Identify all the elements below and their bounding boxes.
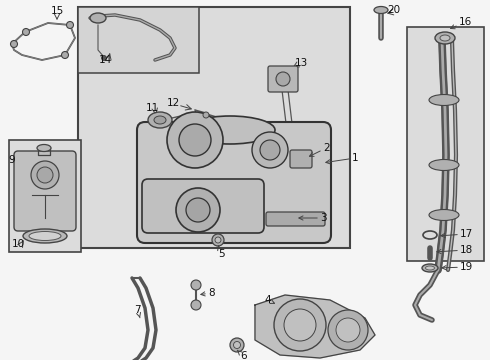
Ellipse shape xyxy=(90,13,106,23)
Circle shape xyxy=(62,51,69,58)
Ellipse shape xyxy=(154,116,166,124)
Circle shape xyxy=(191,300,201,310)
Circle shape xyxy=(186,198,210,222)
Text: 16: 16 xyxy=(450,17,472,29)
Circle shape xyxy=(167,112,223,168)
Text: 7: 7 xyxy=(134,305,141,318)
Ellipse shape xyxy=(374,6,388,13)
Circle shape xyxy=(234,342,241,348)
Circle shape xyxy=(328,310,368,350)
Ellipse shape xyxy=(148,112,172,128)
Circle shape xyxy=(191,280,201,290)
Text: 18: 18 xyxy=(437,245,473,255)
Ellipse shape xyxy=(23,229,67,243)
Ellipse shape xyxy=(435,32,455,44)
Text: 11: 11 xyxy=(146,103,159,113)
Bar xyxy=(78,7,350,248)
FancyBboxPatch shape xyxy=(137,122,331,243)
Text: 20: 20 xyxy=(388,5,400,15)
Circle shape xyxy=(31,161,59,189)
Circle shape xyxy=(179,124,211,156)
Circle shape xyxy=(274,299,326,351)
Circle shape xyxy=(23,28,29,36)
Circle shape xyxy=(215,237,221,243)
Ellipse shape xyxy=(429,94,459,105)
Text: 14: 14 xyxy=(98,55,112,65)
Text: 6: 6 xyxy=(237,350,246,360)
FancyBboxPatch shape xyxy=(268,66,298,92)
Bar xyxy=(407,27,484,261)
Text: 4: 4 xyxy=(264,295,274,305)
Text: 12: 12 xyxy=(167,98,180,108)
Ellipse shape xyxy=(185,116,275,144)
Ellipse shape xyxy=(37,144,51,152)
Ellipse shape xyxy=(425,266,435,270)
Circle shape xyxy=(284,309,316,341)
Text: 17: 17 xyxy=(441,229,473,239)
Text: 2: 2 xyxy=(310,143,330,156)
Text: 10: 10 xyxy=(11,239,24,249)
Bar xyxy=(9,140,81,252)
Circle shape xyxy=(10,40,18,48)
Text: 13: 13 xyxy=(294,58,308,68)
Circle shape xyxy=(67,22,74,28)
Circle shape xyxy=(101,55,106,60)
Text: 1: 1 xyxy=(326,153,359,164)
Circle shape xyxy=(260,140,280,160)
Ellipse shape xyxy=(440,35,450,41)
Circle shape xyxy=(203,112,209,118)
Text: 19: 19 xyxy=(442,262,473,272)
Circle shape xyxy=(336,318,360,342)
Text: 8: 8 xyxy=(201,288,215,298)
Circle shape xyxy=(252,132,288,168)
Ellipse shape xyxy=(429,159,459,171)
Text: 9: 9 xyxy=(9,155,15,165)
FancyBboxPatch shape xyxy=(14,151,76,231)
Ellipse shape xyxy=(422,264,438,272)
FancyBboxPatch shape xyxy=(266,212,325,226)
Ellipse shape xyxy=(29,231,61,240)
Polygon shape xyxy=(255,295,375,358)
Text: 15: 15 xyxy=(50,6,64,16)
Circle shape xyxy=(37,167,53,183)
Text: 5: 5 xyxy=(218,246,224,259)
Circle shape xyxy=(176,188,220,232)
FancyBboxPatch shape xyxy=(290,150,312,168)
Ellipse shape xyxy=(429,210,459,220)
Text: 3: 3 xyxy=(299,213,327,223)
FancyBboxPatch shape xyxy=(142,179,264,233)
Bar xyxy=(78,7,199,73)
Circle shape xyxy=(276,72,290,86)
Circle shape xyxy=(212,234,224,246)
Circle shape xyxy=(230,338,244,352)
